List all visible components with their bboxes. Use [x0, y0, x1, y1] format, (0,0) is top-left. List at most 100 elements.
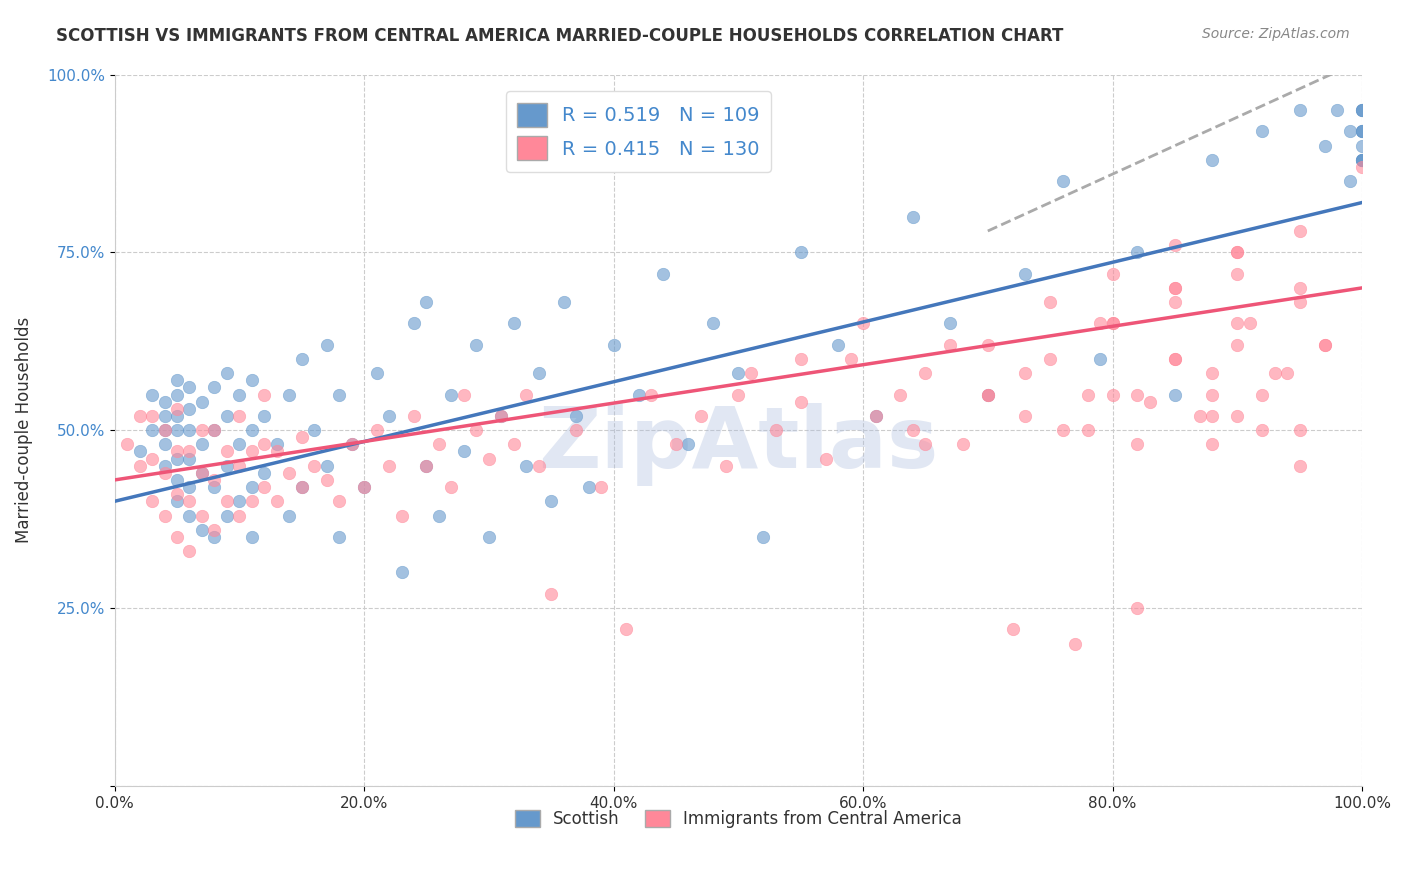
- Point: [153, 508, 176, 523]
- Point: [440, 387, 463, 401]
- Point: [901, 210, 924, 224]
- Point: [253, 480, 276, 494]
- Point: [191, 394, 214, 409]
- Point: [1226, 267, 1249, 281]
- Point: [191, 423, 214, 437]
- Point: [491, 409, 513, 423]
- Point: [166, 387, 188, 401]
- Point: [166, 530, 188, 544]
- Point: [752, 530, 775, 544]
- Text: Source: ZipAtlas.com: Source: ZipAtlas.com: [1202, 27, 1350, 41]
- Point: [340, 437, 363, 451]
- Point: [614, 623, 637, 637]
- Point: [1288, 295, 1310, 310]
- Point: [1351, 124, 1374, 138]
- Point: [266, 437, 288, 451]
- Point: [153, 458, 176, 473]
- Point: [491, 409, 513, 423]
- Point: [678, 437, 700, 451]
- Point: [1226, 245, 1249, 260]
- Point: [1313, 138, 1336, 153]
- Point: [302, 423, 325, 437]
- Point: [1126, 245, 1149, 260]
- Point: [1288, 224, 1310, 238]
- Point: [215, 366, 238, 380]
- Point: [478, 530, 501, 544]
- Point: [827, 338, 849, 352]
- Point: [202, 530, 225, 544]
- Point: [1077, 387, 1099, 401]
- Point: [527, 458, 550, 473]
- Point: [415, 295, 437, 310]
- Point: [115, 437, 138, 451]
- Point: [1288, 103, 1310, 117]
- Point: [602, 338, 624, 352]
- Point: [291, 480, 314, 494]
- Point: [415, 458, 437, 473]
- Point: [179, 544, 201, 558]
- Point: [1164, 351, 1187, 366]
- Point: [1351, 103, 1374, 117]
- Point: [253, 437, 276, 451]
- Point: [901, 423, 924, 437]
- Point: [1064, 636, 1087, 650]
- Point: [1201, 366, 1223, 380]
- Point: [627, 387, 650, 401]
- Point: [1226, 245, 1249, 260]
- Point: [1351, 124, 1374, 138]
- Point: [914, 366, 936, 380]
- Point: [839, 351, 862, 366]
- Point: [179, 451, 201, 466]
- Point: [291, 480, 314, 494]
- Point: [889, 387, 911, 401]
- Point: [240, 423, 263, 437]
- Point: [1164, 238, 1187, 252]
- Point: [453, 444, 475, 458]
- Point: [1351, 153, 1374, 167]
- Point: [1164, 281, 1187, 295]
- Point: [1164, 387, 1187, 401]
- Point: [128, 444, 150, 458]
- Point: [1126, 387, 1149, 401]
- Point: [215, 409, 238, 423]
- Point: [166, 487, 188, 501]
- Point: [1077, 423, 1099, 437]
- Point: [179, 494, 201, 508]
- Point: [228, 494, 250, 508]
- Point: [1201, 153, 1223, 167]
- Point: [640, 387, 662, 401]
- Point: [191, 437, 214, 451]
- Point: [1014, 267, 1036, 281]
- Point: [1188, 409, 1211, 423]
- Point: [128, 458, 150, 473]
- Point: [478, 451, 501, 466]
- Point: [166, 451, 188, 466]
- Point: [1101, 317, 1123, 331]
- Point: [253, 409, 276, 423]
- Point: [527, 366, 550, 380]
- Point: [328, 387, 350, 401]
- Point: [1313, 338, 1336, 352]
- Point: [1288, 281, 1310, 295]
- Point: [228, 508, 250, 523]
- Point: [302, 458, 325, 473]
- Point: [366, 423, 388, 437]
- Point: [215, 508, 238, 523]
- Point: [328, 530, 350, 544]
- Point: [166, 444, 188, 458]
- Point: [427, 508, 450, 523]
- Point: [465, 423, 488, 437]
- Point: [1351, 138, 1374, 153]
- Point: [952, 437, 974, 451]
- Point: [465, 338, 488, 352]
- Point: [440, 480, 463, 494]
- Point: [578, 480, 600, 494]
- Point: [366, 366, 388, 380]
- Point: [652, 267, 675, 281]
- Point: [1014, 409, 1036, 423]
- Point: [141, 451, 163, 466]
- Y-axis label: Married-couple Households: Married-couple Households: [15, 317, 32, 543]
- Point: [515, 387, 537, 401]
- Text: ZipAtlas: ZipAtlas: [538, 403, 938, 486]
- Point: [1264, 366, 1286, 380]
